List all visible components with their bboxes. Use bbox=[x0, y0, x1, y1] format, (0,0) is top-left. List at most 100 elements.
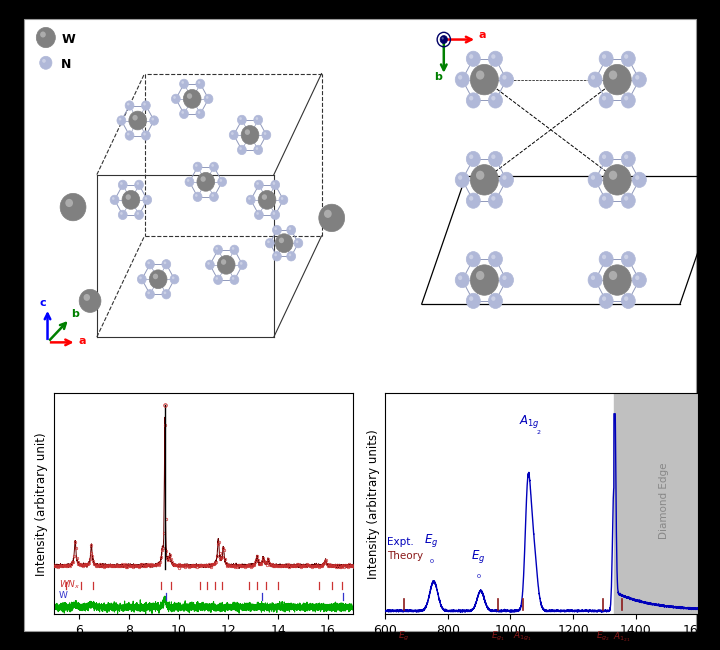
Circle shape bbox=[215, 247, 218, 250]
Y-axis label: Intensity (arbitrary units): Intensity (arbitrary units) bbox=[366, 429, 379, 578]
Circle shape bbox=[150, 116, 158, 125]
Circle shape bbox=[588, 172, 602, 187]
Circle shape bbox=[204, 94, 213, 103]
Circle shape bbox=[469, 296, 473, 301]
Circle shape bbox=[491, 54, 495, 58]
Circle shape bbox=[195, 194, 197, 197]
Circle shape bbox=[60, 194, 86, 221]
Circle shape bbox=[214, 275, 222, 285]
Circle shape bbox=[621, 151, 635, 166]
Circle shape bbox=[232, 247, 235, 250]
Circle shape bbox=[469, 96, 473, 101]
Circle shape bbox=[125, 101, 134, 111]
Text: b: b bbox=[71, 309, 79, 319]
Circle shape bbox=[163, 261, 166, 265]
Circle shape bbox=[206, 96, 209, 99]
Circle shape bbox=[271, 180, 279, 190]
Circle shape bbox=[229, 130, 238, 140]
Circle shape bbox=[503, 75, 507, 80]
Circle shape bbox=[211, 194, 214, 197]
Text: $E_g$: $E_g$ bbox=[398, 630, 410, 644]
Circle shape bbox=[254, 180, 264, 190]
Circle shape bbox=[172, 276, 174, 280]
Text: $A_{1g_1}$: $A_{1g_1}$ bbox=[513, 630, 533, 644]
X-axis label: 2θ (°): 2θ (°) bbox=[184, 643, 223, 650]
Circle shape bbox=[272, 226, 282, 235]
Circle shape bbox=[151, 118, 154, 120]
Circle shape bbox=[470, 164, 498, 195]
FancyBboxPatch shape bbox=[24, 20, 696, 630]
Circle shape bbox=[469, 54, 473, 58]
Circle shape bbox=[125, 131, 134, 140]
Text: $WN_x$: $WN_x$ bbox=[59, 578, 81, 591]
Circle shape bbox=[248, 197, 251, 200]
Circle shape bbox=[467, 193, 480, 208]
Circle shape bbox=[602, 54, 606, 58]
Circle shape bbox=[196, 109, 204, 118]
Circle shape bbox=[599, 252, 613, 267]
Circle shape bbox=[458, 276, 462, 280]
Circle shape bbox=[289, 227, 291, 230]
Circle shape bbox=[467, 51, 480, 66]
Circle shape bbox=[603, 265, 631, 295]
Circle shape bbox=[455, 172, 469, 187]
Circle shape bbox=[273, 182, 275, 185]
Circle shape bbox=[253, 145, 263, 155]
Circle shape bbox=[491, 255, 495, 259]
Circle shape bbox=[324, 210, 332, 218]
Text: $_2$: $_2$ bbox=[536, 428, 541, 437]
Text: W: W bbox=[61, 33, 75, 46]
Circle shape bbox=[187, 93, 192, 99]
Circle shape bbox=[148, 291, 150, 294]
Text: $E_{g_1}$: $E_{g_1}$ bbox=[491, 630, 505, 644]
Circle shape bbox=[230, 245, 239, 255]
Circle shape bbox=[42, 59, 46, 63]
Circle shape bbox=[117, 116, 126, 125]
Circle shape bbox=[476, 70, 485, 80]
Text: N: N bbox=[61, 58, 71, 71]
Circle shape bbox=[84, 294, 90, 301]
Circle shape bbox=[197, 172, 215, 191]
Circle shape bbox=[198, 111, 200, 114]
Circle shape bbox=[273, 212, 275, 215]
Circle shape bbox=[602, 96, 606, 101]
Text: b: b bbox=[435, 72, 442, 82]
Circle shape bbox=[262, 130, 271, 140]
Circle shape bbox=[635, 176, 639, 180]
Circle shape bbox=[469, 155, 473, 159]
Circle shape bbox=[599, 93, 613, 108]
Circle shape bbox=[624, 96, 629, 101]
Circle shape bbox=[488, 293, 503, 309]
Circle shape bbox=[588, 72, 602, 87]
Circle shape bbox=[621, 293, 635, 309]
Circle shape bbox=[470, 64, 498, 95]
Circle shape bbox=[200, 176, 206, 182]
Circle shape bbox=[170, 274, 179, 284]
X-axis label: Raman Shift (cm⁻¹): Raman Shift (cm⁻¹) bbox=[474, 643, 609, 650]
Circle shape bbox=[139, 276, 142, 280]
Circle shape bbox=[238, 115, 246, 125]
Circle shape bbox=[500, 272, 513, 288]
Circle shape bbox=[186, 179, 189, 182]
Circle shape bbox=[136, 212, 139, 215]
Circle shape bbox=[40, 31, 46, 38]
Circle shape bbox=[503, 176, 507, 180]
Circle shape bbox=[440, 36, 448, 44]
Circle shape bbox=[603, 64, 631, 95]
Circle shape bbox=[621, 252, 635, 267]
Circle shape bbox=[476, 271, 485, 280]
Circle shape bbox=[491, 196, 495, 201]
Circle shape bbox=[215, 277, 218, 280]
Circle shape bbox=[207, 262, 210, 265]
Circle shape bbox=[135, 210, 143, 220]
Circle shape bbox=[455, 72, 469, 87]
Circle shape bbox=[193, 192, 202, 202]
Circle shape bbox=[211, 164, 214, 167]
Circle shape bbox=[120, 212, 122, 215]
Circle shape bbox=[272, 252, 282, 261]
Text: $A_{1g}$: $A_{1g}$ bbox=[519, 413, 540, 430]
Circle shape bbox=[294, 239, 303, 248]
Circle shape bbox=[220, 179, 222, 182]
Circle shape bbox=[621, 93, 635, 108]
Circle shape bbox=[274, 254, 277, 256]
